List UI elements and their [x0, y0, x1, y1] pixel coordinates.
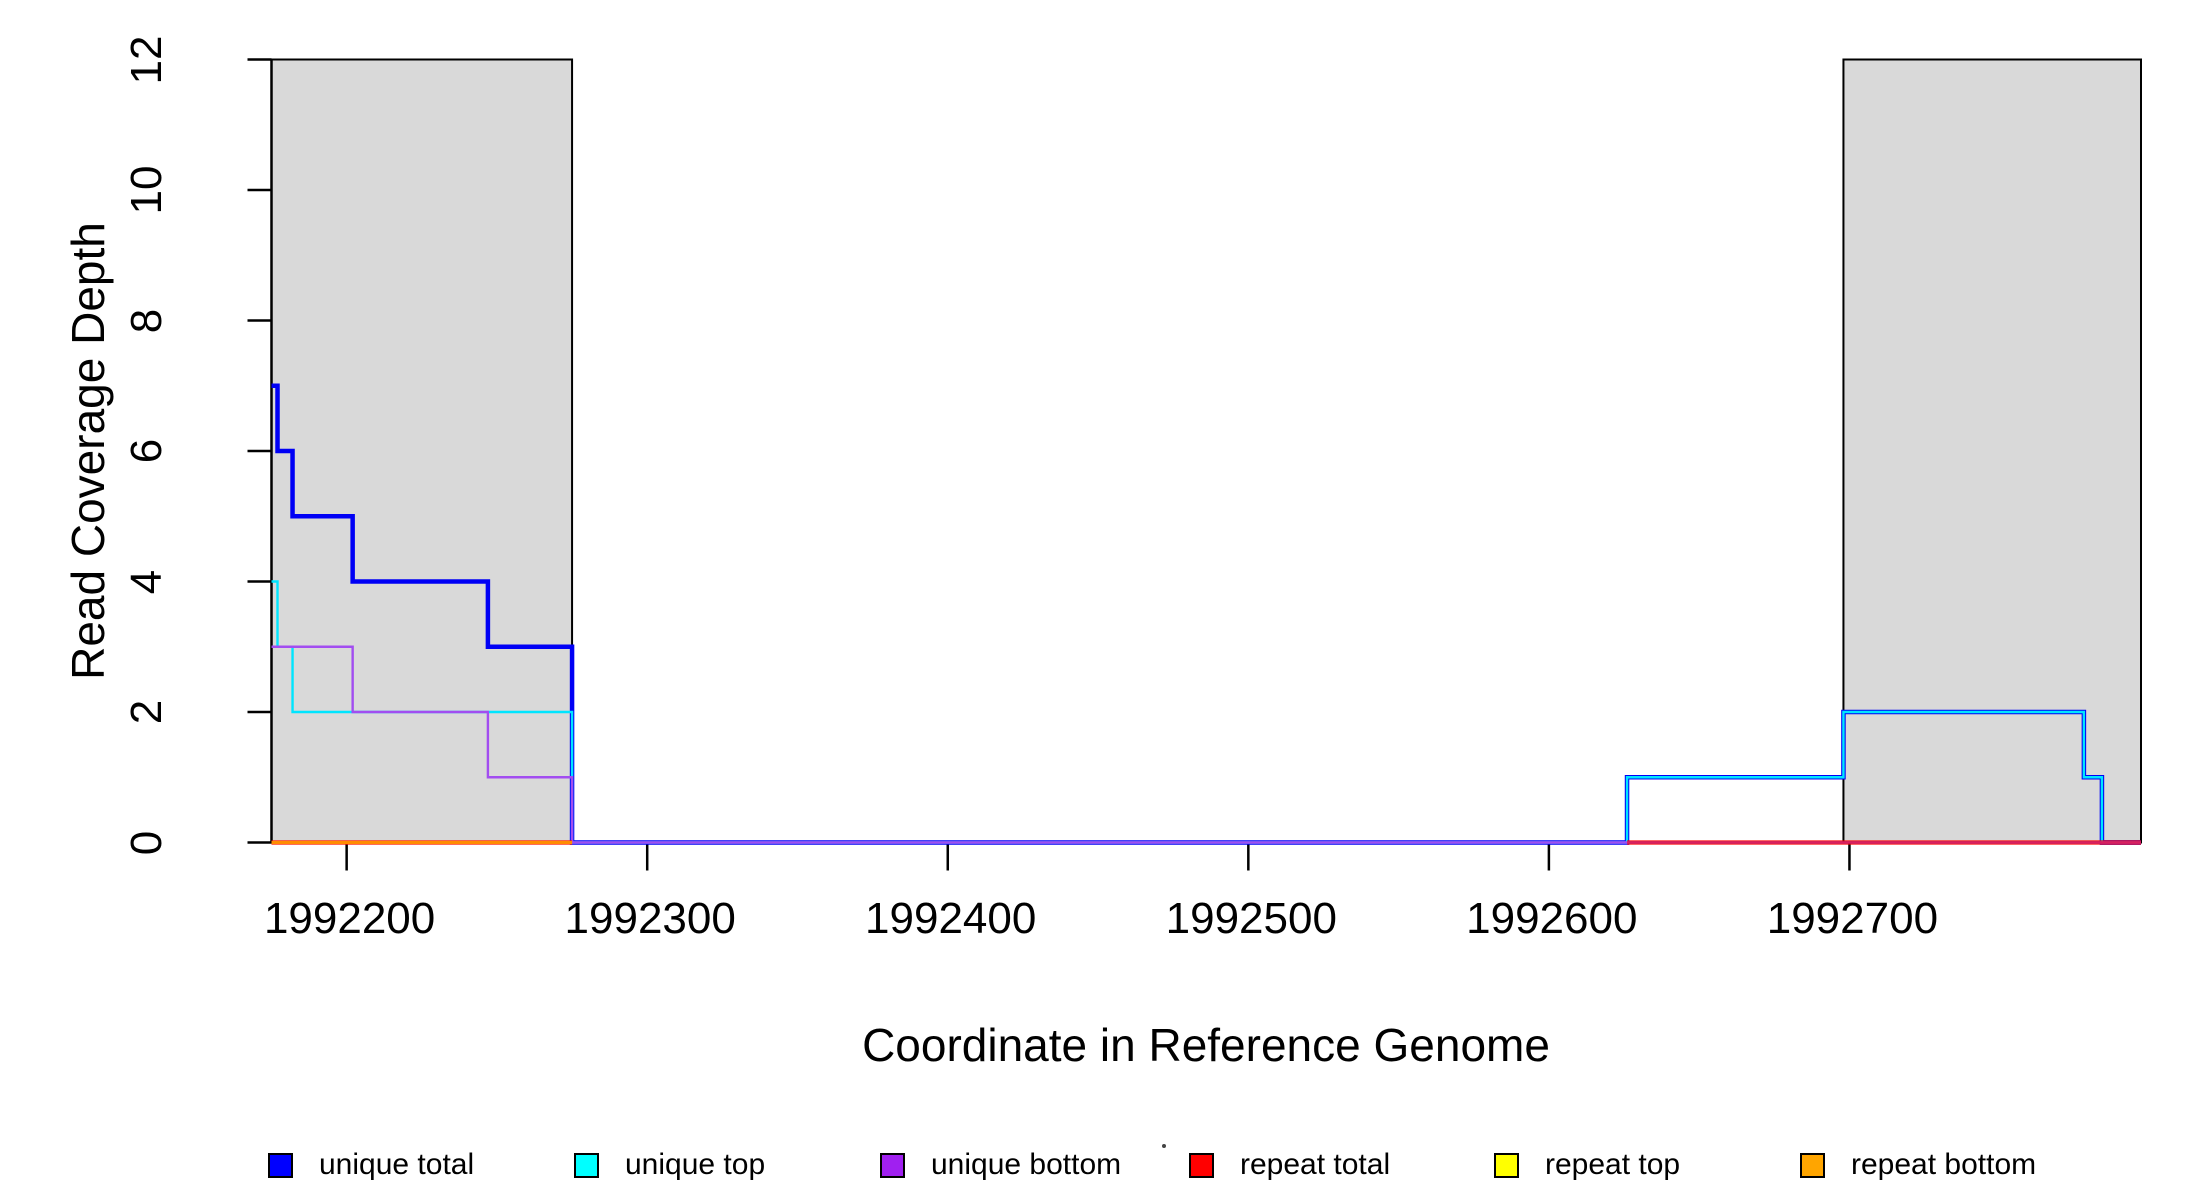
y-tick-label: 4 [122, 569, 171, 594]
legend-swatch-repeat-bottom [1800, 1152, 1825, 1178]
legend-item-repeat-top: repeat top [1494, 1148, 1680, 1182]
legend-label: unique total [319, 1148, 475, 1181]
legend-swatch-unique-top [574, 1152, 599, 1178]
y-tick-label: 6 [122, 438, 171, 464]
repeat-region-shade [270, 58, 574, 844]
series-unique-bottom [271, 645, 2141, 844]
x-tick-label: 1992400 [865, 894, 1037, 943]
repeat-region-shade [1842, 58, 2142, 844]
legend-label: repeat bottom [1851, 1148, 2037, 1181]
legend-label: unique bottom [931, 1148, 1122, 1181]
legend-label: repeat top [1545, 1148, 1681, 1181]
legend-item-unique-top: unique top [574, 1148, 765, 1182]
y-tick-label: 8 [122, 308, 171, 333]
x-tick-label: 1992700 [1766, 894, 1939, 943]
x-tick-label: 1992600 [1466, 894, 1638, 943]
x-axis-title: Coordinate in Reference Genome [862, 1019, 1550, 1071]
y-tick-label: 12 [122, 35, 171, 84]
legend-label: unique top [625, 1148, 766, 1181]
x-tick-label: 1992200 [263, 894, 436, 943]
legend-swatch-repeat-top [1494, 1152, 1519, 1178]
y-tick-label: 2 [122, 699, 171, 725]
legend-item-unique-total: unique total [268, 1148, 474, 1182]
artifact-dot [1162, 1144, 1166, 1148]
legend-swatch-unique-bottom [880, 1152, 905, 1178]
y-tick-label: 0 [122, 830, 171, 855]
y-axis-title: Read Coverage Depth [62, 222, 114, 680]
legend-item-unique-bottom: unique bottom [880, 1148, 1121, 1182]
x-tick-label: 1992500 [1165, 894, 1337, 943]
legend-swatch-unique-total [268, 1152, 293, 1178]
legend-label: repeat total [1240, 1148, 1391, 1181]
y-tick-label: 10 [122, 165, 171, 215]
legend-item-repeat-total: repeat total [1189, 1148, 1390, 1182]
legend-item-repeat-bottom: repeat bottom [1800, 1148, 2036, 1182]
x-tick-label: 1992300 [564, 894, 736, 943]
legend-swatch-repeat-total [1189, 1152, 1214, 1178]
